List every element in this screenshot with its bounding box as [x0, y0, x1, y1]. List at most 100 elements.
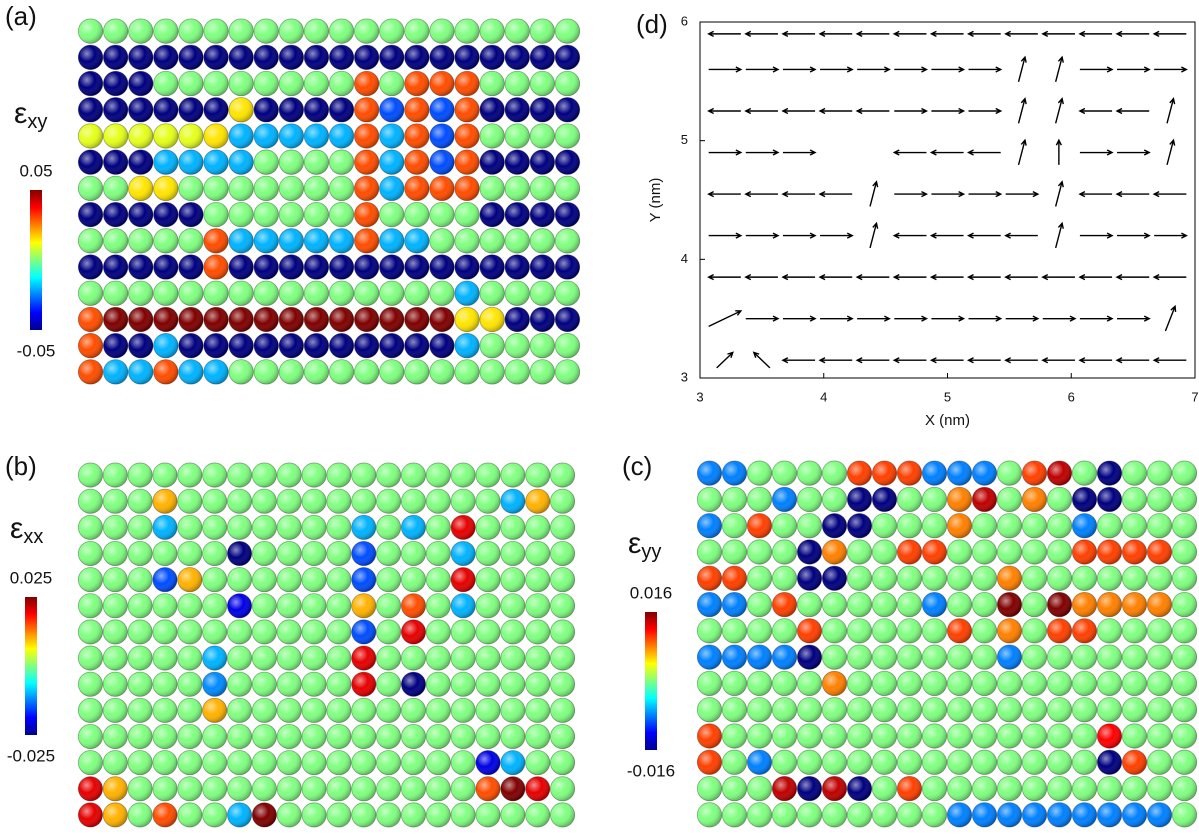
atom	[228, 280, 254, 306]
atom	[203, 280, 229, 306]
atom	[475, 697, 501, 723]
atom	[946, 697, 973, 723]
atom	[152, 802, 178, 828]
atom	[203, 97, 229, 123]
atom	[871, 775, 898, 802]
atom	[746, 618, 773, 644]
atom	[328, 201, 355, 228]
atom	[103, 123, 129, 149]
atom	[796, 644, 823, 670]
atom	[103, 333, 129, 359]
atom	[103, 228, 129, 254]
arrow	[707, 107, 741, 115]
atom	[376, 619, 402, 645]
atom	[152, 462, 178, 488]
arrow	[1079, 149, 1114, 156]
atom	[353, 175, 380, 202]
atom	[921, 565, 948, 591]
atom	[253, 18, 279, 44]
atom	[404, 201, 430, 228]
atom	[1046, 723, 1073, 749]
arrow	[1078, 30, 1113, 37]
arrow	[929, 30, 964, 37]
atom	[871, 618, 898, 644]
atom	[1071, 513, 1098, 539]
atom	[1146, 618, 1173, 644]
arrow	[931, 66, 966, 73]
atom	[379, 18, 405, 44]
atom	[696, 565, 723, 591]
atom	[404, 228, 430, 254]
atom	[1171, 749, 1198, 775]
atom	[400, 750, 427, 776]
atom	[153, 306, 179, 333]
atom	[127, 776, 153, 802]
atom	[127, 645, 153, 671]
atom	[303, 70, 330, 97]
atom	[253, 333, 279, 359]
atom	[353, 280, 380, 306]
atom	[278, 97, 305, 123]
atom	[303, 201, 330, 228]
atom	[946, 618, 973, 644]
atom	[504, 18, 530, 44]
atom	[525, 619, 551, 645]
atom	[429, 175, 455, 202]
atom	[351, 593, 377, 619]
atom	[450, 645, 476, 671]
atom	[328, 123, 355, 149]
atom	[328, 18, 355, 44]
atom	[203, 123, 229, 149]
atom	[303, 97, 330, 123]
atom	[846, 644, 873, 670]
atom	[871, 513, 898, 539]
atom	[550, 488, 576, 514]
atom	[971, 486, 998, 513]
atom	[353, 18, 380, 44]
atom	[351, 619, 377, 645]
atom	[351, 645, 377, 671]
atom	[127, 540, 153, 567]
atom	[554, 97, 581, 123]
arrow	[818, 357, 853, 364]
atom	[921, 539, 948, 565]
atom	[921, 591, 948, 618]
atom	[1121, 513, 1148, 539]
atom	[1021, 644, 1048, 670]
atom	[1171, 618, 1198, 644]
atom	[128, 97, 154, 123]
atom	[796, 723, 823, 749]
atom	[228, 201, 254, 228]
atom	[996, 565, 1023, 591]
atom	[178, 280, 204, 306]
atom	[77, 18, 104, 44]
atom	[525, 540, 551, 567]
x-tick-label: 4	[820, 389, 827, 404]
atom	[351, 462, 377, 488]
atom	[404, 18, 430, 44]
atom	[77, 175, 104, 202]
atom	[127, 514, 153, 540]
atom	[276, 488, 302, 514]
atom	[996, 460, 1023, 486]
atom	[504, 201, 530, 228]
atom	[152, 671, 178, 697]
atom	[500, 671, 526, 697]
atom	[251, 462, 277, 488]
atom	[525, 697, 551, 723]
atom	[77, 671, 103, 697]
atom	[971, 749, 998, 775]
atom	[1121, 644, 1148, 670]
atom	[554, 280, 581, 306]
panel-label: (c)	[622, 451, 652, 481]
arrow	[1041, 357, 1075, 364]
atom	[103, 359, 129, 385]
arrow	[1117, 66, 1151, 73]
atom	[771, 618, 798, 644]
atom	[454, 359, 480, 385]
atom	[102, 540, 128, 567]
atom	[996, 539, 1023, 565]
atom	[550, 462, 576, 488]
atom	[971, 802, 998, 828]
arrow	[745, 66, 780, 73]
